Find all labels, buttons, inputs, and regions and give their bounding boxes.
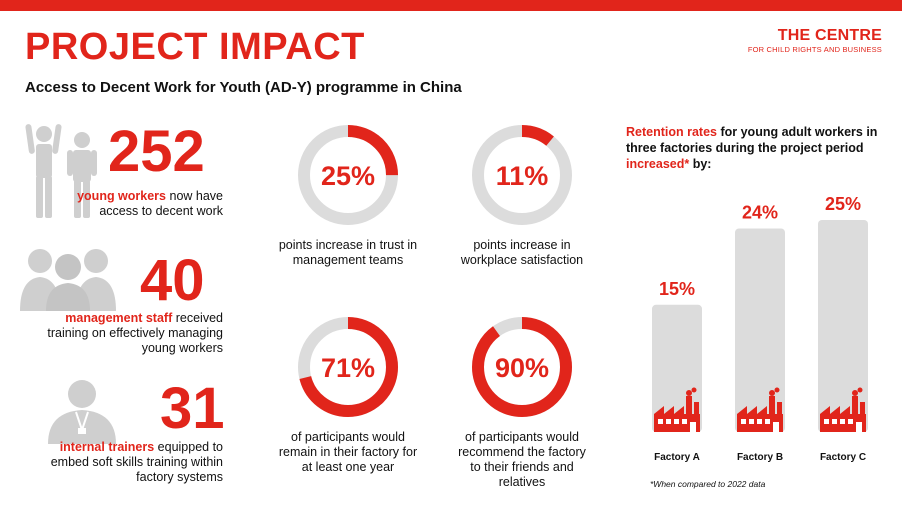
chart-title-part3: increased*	[626, 157, 690, 171]
stat-management-desc: management staff received training on ef…	[26, 311, 223, 356]
logo-subtitle: FOR CHILD RIGHTS AND BUSINESS	[747, 45, 882, 54]
stat-trainers-text2: embed soft skills training within	[50, 455, 223, 469]
retention-bar-chart: 15% Factory A 24% Factory B 25% Factory C	[652, 194, 868, 463]
stat-trainers-desc: internal trainers equipped to embed soft…	[26, 440, 223, 485]
stat-young-workers-desc: young workers now have access to decent …	[60, 189, 223, 219]
donut-recommend-caption-line3: to their friends and	[470, 460, 574, 474]
stat-trainers-number: 31	[160, 376, 225, 441]
stat-trainers-text1: equipped to	[154, 440, 223, 454]
bar-value-label-factory-c: 25%	[825, 194, 861, 214]
donut-remain-arc	[298, 317, 398, 417]
chart-title-part4: by:	[689, 157, 712, 171]
stat-young-workers-number: 252	[108, 119, 205, 184]
stat-trainers-highlight: internal trainers	[59, 440, 155, 454]
bar-factory-c	[818, 220, 868, 432]
bars-layer: 15% Factory A 24% Factory B 25% Factory C	[652, 194, 868, 463]
page-title: PROJECT IMPACT	[25, 26, 365, 68]
donut-remain-label: 71%	[321, 353, 375, 383]
donut-satisfaction-caption-line1: points increase in	[473, 238, 571, 252]
young-workers-icon	[25, 124, 97, 218]
stat-management-text2: training on effectively managing	[47, 326, 223, 340]
donut-trust-caption-line1: points increase in trust in	[278, 238, 418, 252]
donut-satisfaction-arc	[472, 125, 572, 225]
stat-management-text1: received	[172, 311, 223, 325]
bar-factory-b	[735, 228, 785, 432]
category-label-factory-a: Factory A	[654, 452, 700, 463]
stat-young-workers-text2: access to decent work	[99, 204, 223, 218]
chart-title: Retention rates for young adult workers …	[626, 124, 888, 172]
donut-trust-label: 25%	[321, 161, 375, 191]
management-staff-icon	[20, 249, 116, 311]
internal-trainers-icon	[48, 380, 116, 444]
bar-value-label-factory-a: 15%	[659, 279, 695, 299]
donut-recommend-label: 90%	[495, 353, 549, 383]
donut-remain-caption-line1: of participants would	[291, 430, 405, 444]
donut-remain: 71%	[298, 317, 398, 417]
donut-satisfaction-label: 11%	[496, 161, 549, 191]
logo-title: THE CENTRE	[777, 27, 882, 44]
donut-satisfaction: 11%	[472, 125, 572, 225]
stat-management-text3: young workers	[141, 341, 223, 355]
donut-satisfaction-caption: points increase in workplace satisfactio…	[429, 238, 615, 268]
stat-young-workers-text1: now have	[166, 189, 223, 203]
donut-trust-arc	[298, 125, 398, 225]
donut-remain-caption: of participants would remain in their fa…	[255, 430, 441, 475]
donut-recommend-caption-line1: of participants would	[465, 430, 579, 444]
donut-trust: 25%	[298, 125, 398, 225]
chart-footnote: *When compared to 2022 data	[650, 479, 766, 489]
chart-title-part1: Retention rates	[626, 125, 717, 139]
donut-recommend-caption-line4: relatives	[498, 475, 546, 489]
category-label-factory-b: Factory B	[737, 452, 783, 463]
donut-recommend-caption-line2: recommend the factory	[458, 445, 586, 459]
donut-recommend-caption: of participants would recommend the fact…	[429, 430, 615, 490]
top-accent-bar	[0, 0, 902, 11]
chart-title-part2: for young adult workers in three factori…	[626, 125, 878, 155]
donut-recommend: 90%	[472, 317, 572, 417]
donut-recommend-arc	[472, 317, 572, 417]
stat-trainers-text3: factory systems	[136, 470, 223, 484]
page-subtitle: Access to Decent Work for Youth (AD-Y) p…	[25, 79, 462, 96]
stat-young-workers-highlight: young workers	[77, 189, 167, 203]
bar-value-label-factory-b: 24%	[742, 202, 778, 222]
stat-management-highlight: management staff	[65, 311, 173, 325]
donut-trust-caption: points increase in trust in management t…	[255, 238, 441, 268]
stat-management-number: 40	[140, 248, 205, 313]
donut-remain-caption-line3: at least one year	[301, 460, 395, 474]
donut-trust-caption-line2: management teams	[292, 253, 404, 267]
donut-remain-caption-line2: remain in their factory for	[278, 445, 418, 459]
donut-satisfaction-caption-line2: workplace satisfaction	[460, 253, 584, 267]
category-label-factory-c: Factory C	[820, 452, 866, 463]
